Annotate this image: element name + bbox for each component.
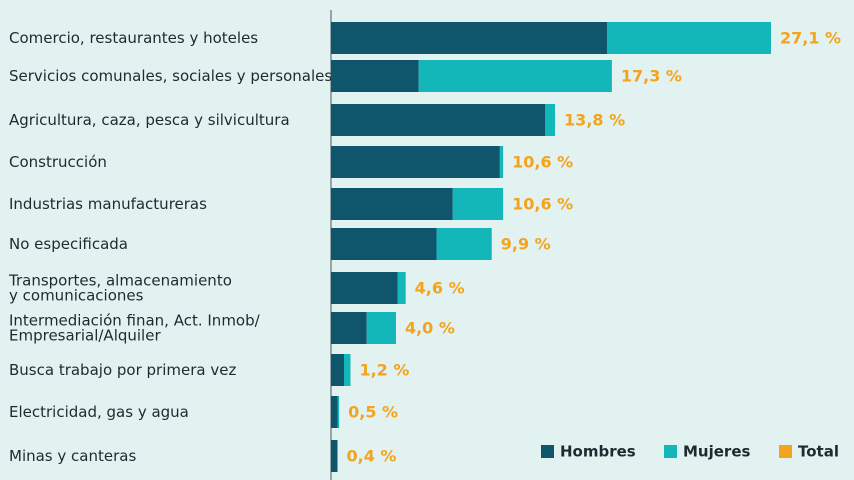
category-line: Minas y canteras [9, 447, 136, 465]
category-line: Electricidad, gas y agua [9, 403, 189, 421]
legend-label: Mujeres [683, 443, 750, 461]
legend-label: Hombres [560, 443, 636, 461]
bar-segment [331, 272, 398, 304]
legend-swatch [664, 445, 677, 458]
bar-segment [331, 104, 546, 136]
bar-segment [436, 228, 492, 260]
category-line: Servicios comunales, sociales y personal… [9, 67, 332, 85]
category-label: Comercio, restaurantes y hoteles [9, 29, 258, 47]
total-label: 10,6 % [512, 153, 573, 172]
total-label: 17,3 % [621, 67, 682, 86]
category-label: Busca trabajo por primera vez [9, 361, 236, 379]
category-line: Agricultura, caza, pesca y silvicultura [9, 111, 290, 129]
total-label: 4,6 % [415, 279, 465, 298]
total-label: 4,0 % [405, 319, 455, 338]
category-line: Busca trabajo por primera vez [9, 361, 236, 379]
bar-segment [331, 228, 437, 260]
bar-segment [418, 60, 612, 92]
bar-segment [331, 440, 338, 472]
total-label: 0,5 % [348, 403, 398, 422]
bar-segment [331, 188, 453, 220]
total-label: 13,8 % [564, 111, 625, 130]
category-line: Transportes, almacenamiento [8, 271, 232, 289]
category-line: Construcción [9, 153, 107, 171]
bar-segment [452, 188, 504, 220]
category-line: Comercio, restaurantes y hoteles [9, 29, 258, 47]
bar-segment [499, 146, 504, 178]
category-label: Industrias manufactureras [9, 195, 207, 213]
bar-segment [545, 104, 556, 136]
bar-segment [331, 22, 608, 54]
category-label: Electricidad, gas y agua [9, 403, 189, 421]
bar-segment [397, 272, 406, 304]
legend-swatch [779, 445, 792, 458]
category-label: Construcción [9, 153, 107, 171]
category-label: No especificada [9, 235, 128, 253]
category-label: Transportes, almacenamiento y comunicacio… [8, 271, 232, 304]
bar-segment [331, 354, 344, 386]
category-line: Intermediación finan, Act. Inmob/ [9, 311, 261, 329]
total-label: 9,9 % [501, 235, 551, 254]
category-line: No especificada [9, 235, 128, 253]
bar-segment [607, 22, 771, 54]
total-label: 27,1 % [780, 29, 841, 48]
total-label: 1,2 % [359, 361, 409, 380]
bar-segment [331, 146, 500, 178]
total-label: 10,6 % [512, 195, 573, 214]
bar-segment [343, 354, 351, 386]
bar-segment [366, 312, 396, 344]
category-line: y comunicaciones [9, 286, 144, 304]
category-label: Servicios comunales, sociales y personal… [9, 67, 332, 85]
category-line: Industrias manufactureras [9, 195, 207, 213]
category-line: Empresarial/Alquiler [9, 326, 161, 344]
bar-segment [331, 396, 338, 428]
category-label: Agricultura, caza, pesca y silvicultura [9, 111, 290, 129]
category-label: Minas y canteras [9, 447, 136, 465]
total-label: 0,4 % [346, 447, 396, 466]
legend-label: Total [798, 443, 839, 461]
category-label: Intermediación finan, Act. Inmob/Empresa… [9, 311, 261, 344]
legend-swatch [541, 445, 554, 458]
bar-segment [331, 60, 419, 92]
bar-segment [337, 396, 340, 428]
bar-segment [331, 312, 367, 344]
